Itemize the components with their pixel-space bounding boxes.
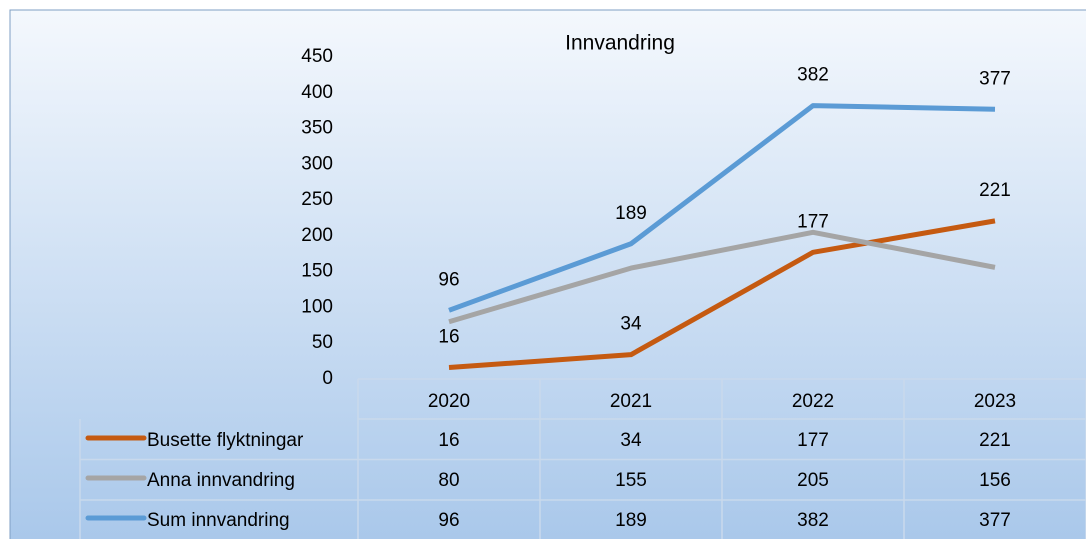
x-tick-label: 2022 [792,391,834,412]
y-tick-label: 400 [301,82,333,103]
data-label: 177 [797,211,829,232]
data-label: 34 [620,314,642,335]
table-cell: 221 [979,430,1011,451]
data-label: 189 [615,203,647,224]
chart-title: Innvandring [565,32,675,55]
series-line [448,229,996,325]
data-label: 96 [438,269,459,290]
table-cell: 177 [797,430,829,451]
y-tick-label: 450 [301,46,333,67]
x-tick-label: 2021 [610,391,652,412]
data-label: 382 [797,65,829,86]
table-cell: 34 [620,430,642,451]
y-tick-label: 350 [301,118,333,139]
y-tick-label: 200 [301,225,333,246]
table-cell: 96 [438,510,459,531]
y-tick-label: 50 [312,332,333,353]
x-tick-label: 2023 [974,391,1016,412]
table-cell: 80 [438,470,459,491]
table-cell: 156 [979,470,1011,491]
table-cell: 155 [615,470,647,491]
legend-label: Busette flyktningar [147,430,304,451]
table-cell: 189 [615,510,647,531]
y-tick-label: 250 [301,189,333,210]
legend-label: Sum innvandring [147,510,290,531]
series-line [448,103,996,313]
y-tick-label: 0 [322,368,333,389]
x-tick-label: 2020 [428,391,470,412]
legend-label: Anna innvandring [147,470,295,491]
y-tick-label: 150 [301,261,333,282]
y-tick-label: 300 [301,153,333,174]
table-cell: 16 [438,430,459,451]
data-label: 377 [979,68,1011,89]
data-label: 16 [438,327,459,348]
y-tick-label: 100 [301,296,333,317]
table-cell: 205 [797,470,829,491]
series-line [448,218,996,371]
data-label: 221 [979,180,1011,201]
table-cell: 382 [797,510,829,531]
table-cell: 377 [979,510,1011,531]
